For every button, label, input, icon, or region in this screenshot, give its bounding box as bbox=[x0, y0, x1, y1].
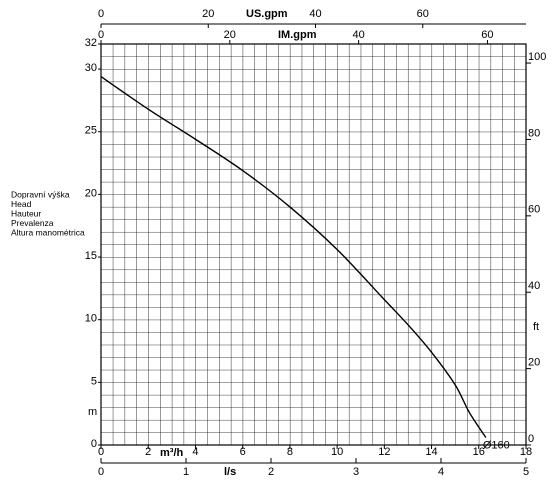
plot-grid bbox=[100, 43, 527, 446]
pump-curve bbox=[100, 76, 487, 438]
x-tick-label: 0 bbox=[98, 446, 104, 458]
y2-tick-label: 0 bbox=[528, 433, 534, 445]
y-tick-label: 5 bbox=[91, 375, 97, 387]
x-tick-label: 12 bbox=[378, 446, 390, 458]
x-tick-label: 6 bbox=[240, 446, 246, 458]
y-tick-label: 32 bbox=[85, 37, 97, 49]
y-tick-label: 15 bbox=[85, 250, 97, 262]
x-tick-label: 4 bbox=[192, 446, 198, 458]
x2-axis-label: US.gpm bbox=[246, 8, 288, 20]
x-tick-label: 2 bbox=[145, 446, 151, 458]
y-axis-label-line: Head bbox=[11, 199, 32, 209]
x3-axis-label: IM.gpm bbox=[278, 29, 317, 41]
y2-tick-label: 80 bbox=[528, 127, 540, 139]
x-tick-label: 10 bbox=[331, 446, 343, 458]
x2-tick-label: 60 bbox=[417, 8, 429, 20]
x4-tick-label: 5 bbox=[523, 466, 529, 478]
x3-tick-label: 40 bbox=[352, 29, 364, 41]
x-tick-label: 18 bbox=[520, 446, 532, 458]
y-tick-label: 30 bbox=[85, 62, 97, 74]
y-axis-label-line: Dopravní výška bbox=[11, 189, 70, 199]
x3-tick-label: 60 bbox=[481, 29, 493, 41]
y-axis-label-line: Altura manométrica bbox=[11, 227, 85, 237]
x2-tick-label: 40 bbox=[309, 8, 321, 20]
y2-axis-label: ft bbox=[533, 321, 539, 333]
x2-tick-label: 0 bbox=[98, 8, 104, 20]
y2-tick-label: 40 bbox=[528, 280, 540, 292]
y-axis-label-line: Prevalenza bbox=[11, 218, 54, 228]
y-tick-label: 20 bbox=[85, 187, 97, 199]
x4-tick-label: 1 bbox=[183, 466, 189, 478]
x2-tick-label: 20 bbox=[202, 8, 214, 20]
x3-tick-label: 20 bbox=[224, 29, 236, 41]
y2-tick-label: 20 bbox=[528, 357, 540, 369]
x4-axis-label: l/s bbox=[224, 466, 236, 478]
y-axis-label: m bbox=[88, 406, 97, 418]
y-tick-label: 25 bbox=[85, 125, 97, 137]
curve-label: Ø160 bbox=[483, 439, 510, 451]
x-tick-label: 16 bbox=[473, 446, 485, 458]
x-tick-label: 14 bbox=[425, 446, 437, 458]
y-axis-label-line: Hauteur bbox=[11, 208, 41, 218]
x4-tick-label: 2 bbox=[268, 466, 274, 478]
y2-tick-label: 60 bbox=[528, 204, 540, 216]
x-axis-label: m³/h bbox=[160, 447, 184, 459]
y2-tick-label: 100 bbox=[528, 51, 546, 63]
x-tick-label: 8 bbox=[287, 446, 293, 458]
x4-tick-label: 4 bbox=[438, 466, 444, 478]
x4-tick-label: 0 bbox=[98, 466, 104, 478]
y-tick-label: 0 bbox=[91, 438, 97, 450]
y-tick-label: 10 bbox=[85, 313, 97, 325]
x3-tick-label: 0 bbox=[98, 29, 104, 41]
x4-tick-label: 3 bbox=[353, 466, 359, 478]
